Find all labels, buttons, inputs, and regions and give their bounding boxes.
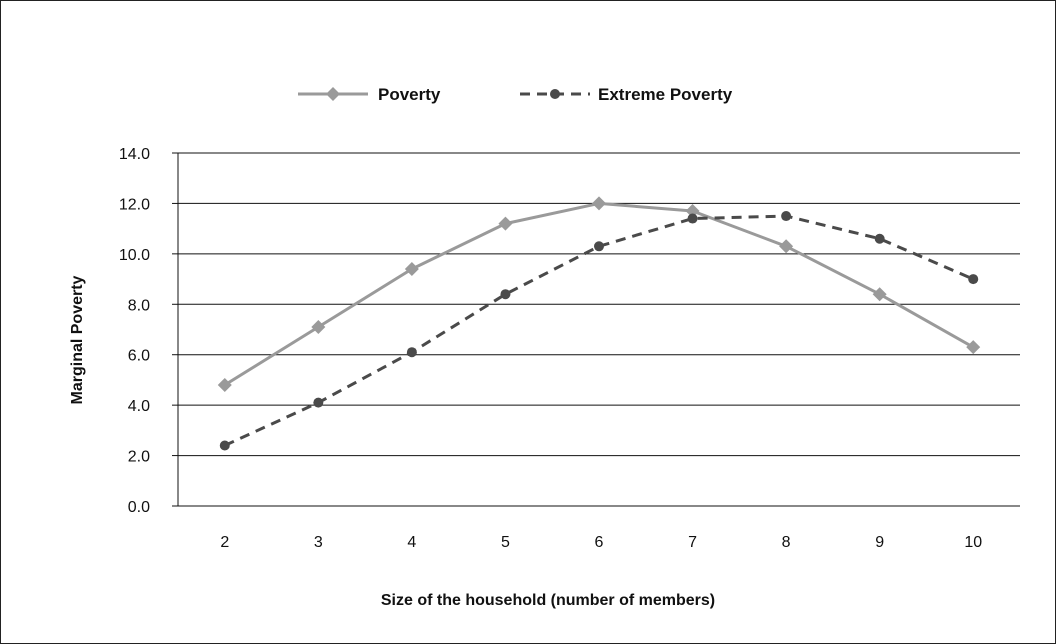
data-point <box>404 261 419 276</box>
data-point <box>219 440 230 451</box>
x-axis-title: Size of the household (number of members… <box>381 592 715 609</box>
data-point <box>406 347 417 358</box>
data-point <box>498 216 513 231</box>
x-tick-label: 6 <box>595 534 604 551</box>
data-point <box>217 377 232 392</box>
x-tick-label: 4 <box>407 534 416 551</box>
legend-label-poverty: Poverty <box>378 85 441 104</box>
y-tick-label: 12.0 <box>119 196 150 213</box>
y-tick-label: 0.0 <box>128 499 150 516</box>
data-point <box>313 397 324 408</box>
x-tick-label: 7 <box>688 534 697 551</box>
data-point <box>500 289 511 300</box>
data-point <box>779 239 794 254</box>
x-tick-label: 9 <box>875 534 884 551</box>
x-tick-label: 2 <box>220 534 229 551</box>
axes <box>177 153 1020 507</box>
x-tick-labels: 2 3 4 5 6 7 8 9 10 <box>220 534 982 551</box>
x-tick-label: 3 <box>314 534 323 551</box>
series-line <box>224 214 974 447</box>
x-tick-label: 8 <box>782 534 791 551</box>
data-point <box>874 233 885 244</box>
data-point <box>781 211 792 222</box>
data-point <box>968 274 979 285</box>
data-point <box>685 203 700 218</box>
data-point <box>966 340 981 355</box>
x-tick-label: 10 <box>964 534 982 551</box>
legend: Poverty Extreme Poverty <box>298 85 733 104</box>
y-tick-label: 4.0 <box>128 398 150 415</box>
y-tick-label: 2.0 <box>128 449 150 466</box>
series-layer <box>217 196 981 451</box>
legend-label-extreme-poverty: Extreme Poverty <box>598 85 733 104</box>
data-point <box>872 287 887 302</box>
y-tick-label: 6.0 <box>128 348 150 365</box>
series-line <box>223 201 974 387</box>
x-tick-label: 5 <box>501 534 510 551</box>
series-poverty <box>217 196 981 392</box>
data-point <box>311 319 326 334</box>
y-tick-label: 10.0 <box>119 247 150 264</box>
legend-item-extreme-poverty: Extreme Poverty <box>520 85 733 104</box>
y-tick-label: 8.0 <box>128 297 150 314</box>
data-point <box>594 241 604 252</box>
y-tick-label: 14.0 <box>119 146 150 163</box>
data-point <box>687 213 698 224</box>
series-extreme-poverty <box>219 211 979 451</box>
legend-item-poverty: Poverty <box>298 85 441 104</box>
data-point <box>592 196 606 211</box>
y-tick-labels: 0.0 2.0 4.0 6.0 8.0 10.0 12.0 14.0 <box>119 146 150 516</box>
y-axis-title: Marginal Poverty <box>69 275 86 404</box>
